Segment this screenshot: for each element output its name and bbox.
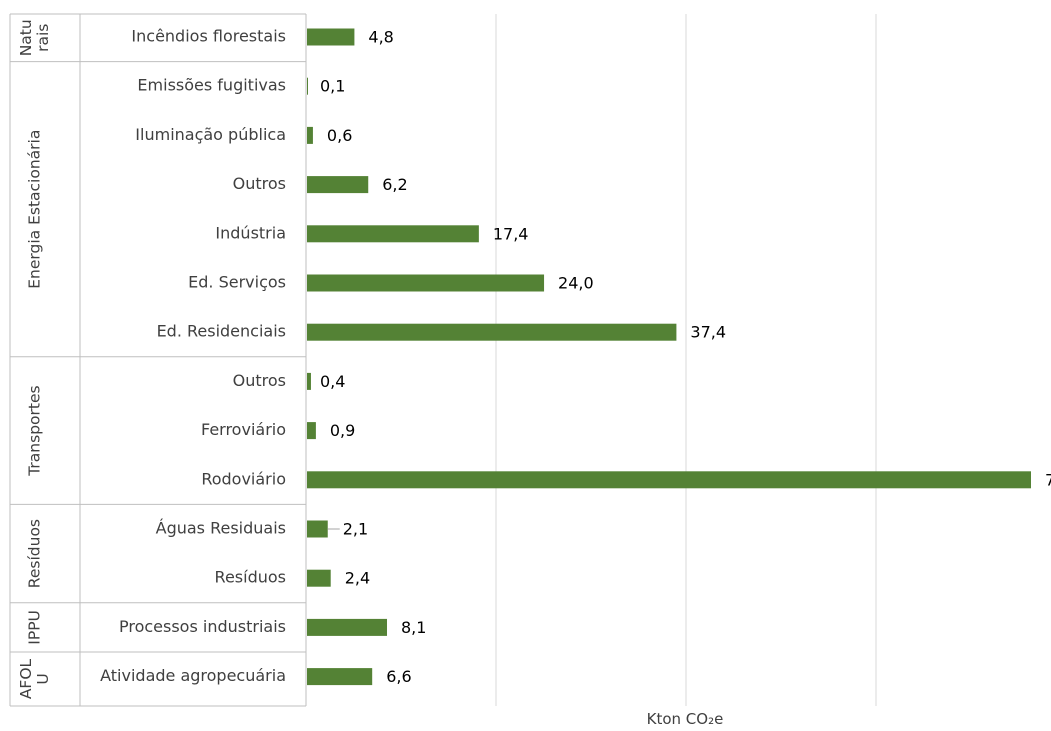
category-label-industria: Indústria <box>215 223 286 242</box>
group-label-naturais: Natu <box>17 19 35 56</box>
category-label-atividade-agropecuaria: Atividade agropecuária <box>100 666 286 685</box>
group-label-residuos: Resíduos <box>26 519 44 588</box>
data-label: 0,4 <box>320 372 345 391</box>
group-label-naturais: rais <box>34 24 52 52</box>
category-label-aguas-residuais: Águas Residuais <box>156 519 286 538</box>
bar-outros <box>307 176 369 194</box>
bar-ferroviario <box>307 422 316 440</box>
data-label: 8,1 <box>401 618 426 637</box>
bar-industria <box>307 225 479 243</box>
bar-atividade-agropecuaria <box>307 668 373 686</box>
bar-processos-industriais <box>307 618 388 636</box>
category-label-rodoviario: Rodoviário <box>201 469 286 488</box>
data-label: 37,4 <box>690 323 726 342</box>
bar-emissoes-fugitivas <box>307 77 308 95</box>
category-label-ferroviario: Ferroviário <box>201 420 286 439</box>
category-label-ed-residenciais: Ed. Residenciais <box>157 322 286 341</box>
data-label: 2,1 <box>343 520 368 539</box>
data-label: 0,6 <box>327 126 352 145</box>
data-label: 17,4 <box>493 224 529 243</box>
category-label-processos-industriais: Processos industriais <box>119 617 286 636</box>
category-label-outros: Outros <box>233 371 286 390</box>
bar-iluminacao-publica <box>307 126 313 144</box>
group-label-afolu: AFOL <box>17 658 35 699</box>
group-labels: Natu rais Energia Estacionária Transportes R… <box>17 19 52 699</box>
data-label: 4,8 <box>368 28 393 47</box>
data-labels: 4,8 0,1 0,6 6,2 17,4 24,0 37,4 0,4 0,9 73,3 2,1 2,4… <box>320 28 1051 687</box>
group-label-energia-estacionaria: Energia Estacionária <box>26 130 44 289</box>
bar-ed-servicos <box>307 274 545 292</box>
bar-ed-residenciais <box>307 323 677 341</box>
category-label-incendios-florestais: Incêndios florestais <box>131 27 286 46</box>
category-label-emissoes-fugitivas: Emissões fugitivas <box>137 76 286 95</box>
data-label: 0,1 <box>320 77 345 96</box>
bar-aguas-residuais <box>307 520 328 538</box>
bar-rodoviario <box>307 471 1031 489</box>
data-label: 0,9 <box>330 421 355 440</box>
data-label: 24,0 <box>558 274 594 293</box>
bar-outros <box>307 372 311 390</box>
category-label-iluminacao-publica: Iluminação pública <box>135 125 286 144</box>
data-label: 6,2 <box>382 175 407 194</box>
data-label: 2,4 <box>345 569 370 588</box>
gridlines <box>305 14 877 706</box>
group-label-afolu: U <box>34 673 52 684</box>
category-label-residuos: Resíduos <box>215 568 286 587</box>
category-labels: Incêndios florestais Emissões fugitivas Il… <box>100 27 286 686</box>
bar-incendios-florestais <box>307 28 355 46</box>
category-label-ed-servicos: Ed. Serviços <box>188 273 286 292</box>
data-label: 73,3 <box>1045 470 1051 489</box>
category-axis-frame <box>9 13 307 707</box>
data-label: 6,6 <box>386 667 411 686</box>
group-label-ippu: IPPU <box>26 610 44 645</box>
x-axis-title: Kton CO₂e <box>647 710 724 728</box>
group-label-transportes: Transportes <box>26 385 44 476</box>
bars <box>307 28 1031 686</box>
bar-residuos <box>307 569 331 587</box>
category-label-outros: Outros <box>233 174 286 193</box>
